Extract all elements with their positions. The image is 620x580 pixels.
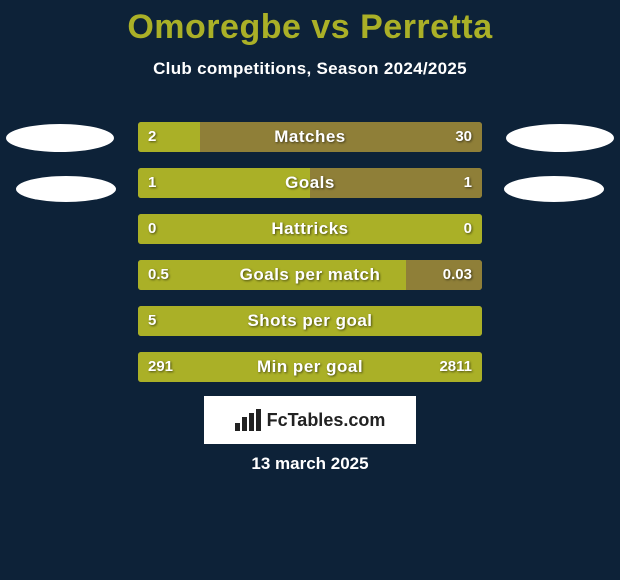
brand-text: FcTables.com	[267, 410, 386, 431]
stats-bars: 230Matches 11Goals 00Hattricks 0.50.03Goals…	[138, 122, 482, 398]
date-text: 13 march 2025	[0, 454, 620, 474]
stat-row: 2912811Min per goal	[138, 352, 482, 382]
bar-chart-icon	[235, 409, 261, 431]
stat-row: 230Matches	[138, 122, 482, 152]
stat-label: Goals per match	[138, 260, 482, 290]
stat-label: Min per goal	[138, 352, 482, 382]
stat-row: 11Goals	[138, 168, 482, 198]
stat-label: Goals	[138, 168, 482, 198]
club-badge-right-row0	[506, 124, 614, 152]
stat-row: 0.50.03Goals per match	[138, 260, 482, 290]
stat-row: 00Hattricks	[138, 214, 482, 244]
club-badge-left-row1	[16, 176, 116, 202]
stat-label: Shots per goal	[138, 306, 482, 336]
stat-row: 5Shots per goal	[138, 306, 482, 336]
page-title: Omoregbe vs Perretta	[0, 8, 620, 47]
brand-badge: FcTables.com	[204, 396, 416, 444]
comparison-card: Omoregbe vs Perretta Club competitions, …	[0, 0, 620, 580]
stat-label: Matches	[138, 122, 482, 152]
subtitle: Club competitions, Season 2024/2025	[0, 59, 620, 79]
club-badge-right-row1	[504, 176, 604, 202]
club-badge-left-row0	[6, 124, 114, 152]
stat-label: Hattricks	[138, 214, 482, 244]
